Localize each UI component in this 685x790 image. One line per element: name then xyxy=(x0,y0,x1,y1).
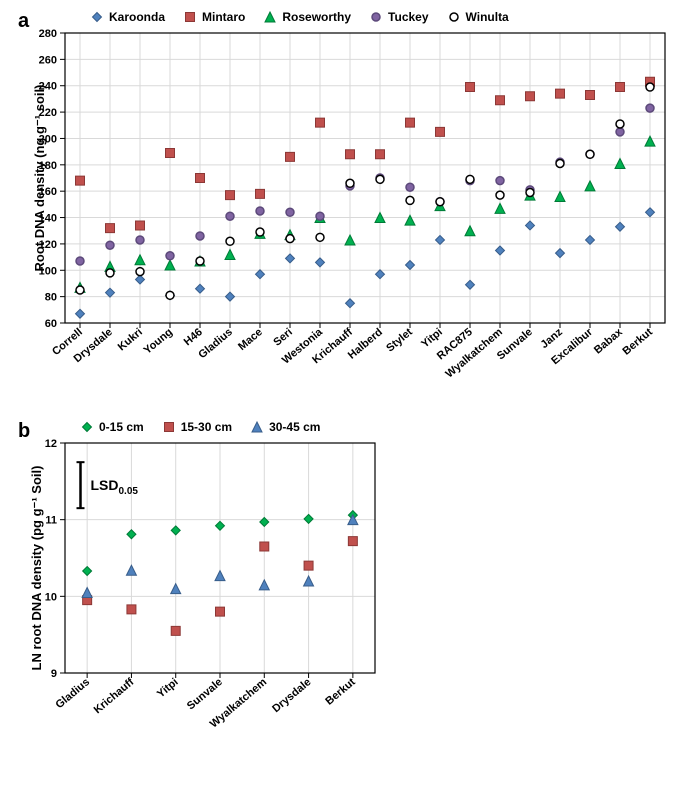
panel-b: b 0-15 cm 15-30 cm 30-45 cm LN root DNA de… xyxy=(10,420,675,780)
legend-label: Tuckey xyxy=(388,10,428,24)
panel-b-plot: 9101112GladiusKrichauffYitpiSunvaleWyalk… xyxy=(10,438,385,758)
panel-b-ylabel: LN root DNA density (pg g⁻¹ Soil) xyxy=(29,453,45,683)
svg-text:11: 11 xyxy=(45,515,57,527)
legend-label: Karoonda xyxy=(109,10,165,24)
panel-a-plot: 6080100120140160180200220240260280Correl… xyxy=(10,28,675,408)
svg-text:Berkut: Berkut xyxy=(621,326,656,358)
svg-text:280: 280 xyxy=(39,28,57,40)
svg-text:Kukri: Kukri xyxy=(116,326,145,353)
legend-label: Winulta xyxy=(466,10,509,24)
legend-label: 0-15 cm xyxy=(99,420,144,434)
svg-text:Seri: Seri xyxy=(271,326,295,349)
svg-text:Young: Young xyxy=(142,326,175,357)
legend-label: 15-30 cm xyxy=(181,420,232,434)
svg-text:Berkut: Berkut xyxy=(323,676,358,708)
panel-a-legend: Karoonda Mintaro Roseworthy Tuckey Winulta xyxy=(90,10,675,24)
panel-b-legend: 0-15 cm 15-30 cm 30-45 cm xyxy=(80,420,675,434)
legend-item: Roseworthy xyxy=(263,10,351,24)
svg-text:Yitpi: Yitpi xyxy=(419,326,445,350)
svg-text:Mace: Mace xyxy=(236,326,265,353)
svg-text:12: 12 xyxy=(45,438,57,450)
svg-text:H46: H46 xyxy=(182,326,205,348)
svg-text:Gladius: Gladius xyxy=(196,326,235,361)
legend-item: Winulta xyxy=(447,10,509,24)
legend-label: Mintaro xyxy=(202,10,245,24)
legend-item: 15-30 cm xyxy=(162,420,232,434)
legend-item: 0-15 cm xyxy=(80,420,144,434)
svg-text:60: 60 xyxy=(45,318,57,330)
svg-text:Sunvale: Sunvale xyxy=(185,676,225,712)
panel-b-label: b xyxy=(18,420,30,443)
svg-text:80: 80 xyxy=(45,292,57,304)
svg-text:Gladius: Gladius xyxy=(53,676,92,711)
panel-a-label: a xyxy=(18,10,29,33)
svg-text:Drysdale: Drysdale xyxy=(270,676,313,715)
legend-item: 30-45 cm xyxy=(250,420,320,434)
svg-text:260: 260 xyxy=(39,54,57,66)
legend-label: Roseworthy xyxy=(282,10,351,24)
panel-a-ylabel: Root DNA density (ng g⁻¹ soil) xyxy=(32,68,48,288)
svg-text:Halberd: Halberd xyxy=(346,326,385,362)
svg-text:Stylet: Stylet xyxy=(384,326,415,355)
svg-text:10: 10 xyxy=(45,591,57,603)
legend-label: 30-45 cm xyxy=(269,420,320,434)
panel-a: a Karoonda Mintaro Roseworthy Tuckey Winulta… xyxy=(10,10,675,410)
svg-text:Babax: Babax xyxy=(592,326,626,357)
svg-text:9: 9 xyxy=(51,668,57,680)
legend-item: Tuckey xyxy=(369,10,428,24)
svg-text:Krichauff: Krichauff xyxy=(92,676,137,716)
legend-item: Karoonda xyxy=(90,10,165,24)
svg-text:Yitpi: Yitpi xyxy=(155,676,181,700)
legend-item: Mintaro xyxy=(183,10,245,24)
